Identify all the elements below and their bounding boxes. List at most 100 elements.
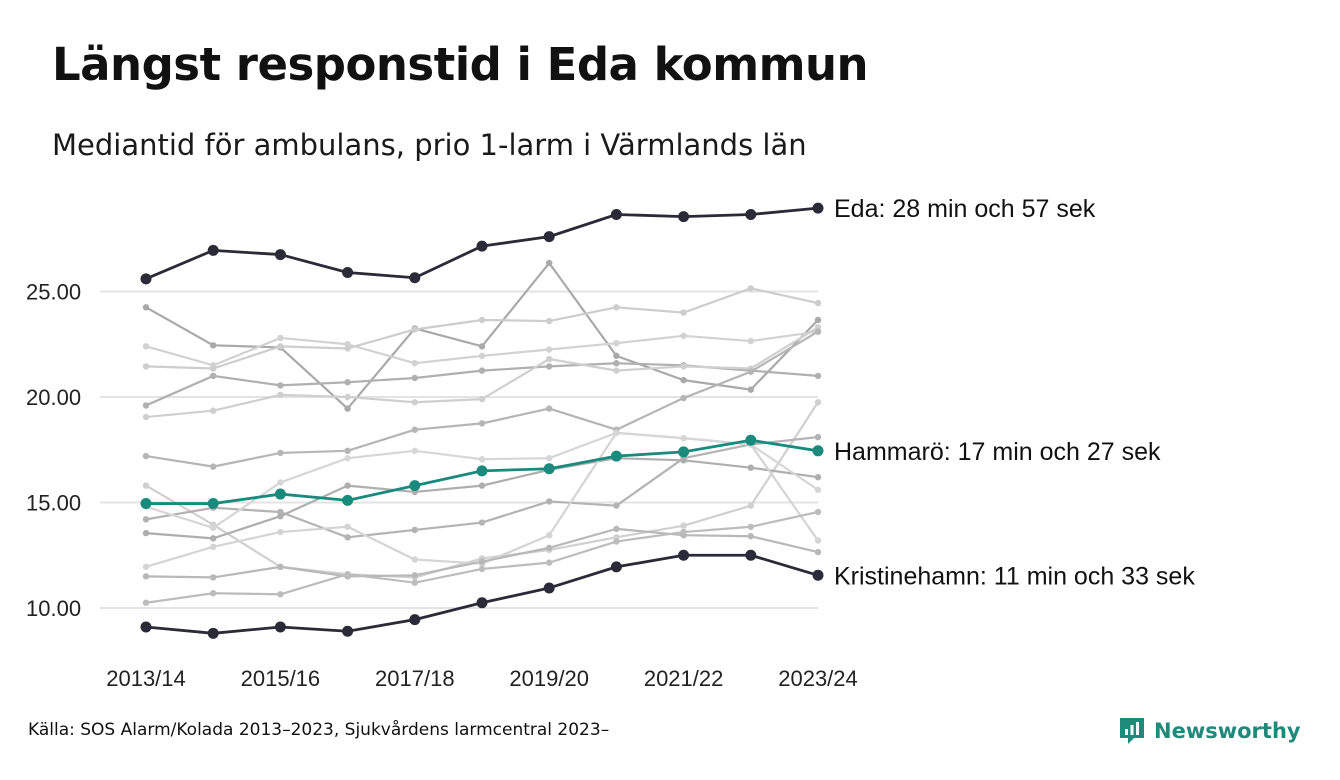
data-point (210, 342, 217, 349)
data-point (142, 343, 150, 350)
data-point (140, 273, 152, 285)
series-other (142, 285, 822, 372)
data-point (411, 326, 418, 333)
data-point (478, 395, 486, 403)
data-point (747, 368, 754, 375)
series-line (145, 261, 819, 410)
data-point (142, 529, 150, 537)
data-point (411, 374, 418, 382)
data-point (814, 328, 822, 335)
data-point (344, 534, 351, 541)
data-point (546, 355, 553, 363)
data-point (140, 621, 152, 633)
data-point (478, 482, 486, 489)
data-point (745, 549, 757, 561)
data-point (344, 405, 351, 412)
data-point (142, 573, 150, 580)
data-point (678, 446, 690, 458)
data-point (210, 590, 217, 597)
data-point (546, 559, 553, 566)
data-point (277, 391, 284, 399)
y-tick-label: 20.00 (26, 385, 81, 410)
data-point (613, 367, 620, 374)
chart-title: Längst responstid i Eda kommun (52, 38, 869, 91)
data-point (613, 352, 620, 360)
data-point (344, 345, 351, 352)
data-point (680, 394, 687, 402)
data-point (142, 563, 150, 571)
data-point (210, 535, 217, 542)
data-point (546, 532, 553, 539)
y-tick-label: 25.00 (26, 280, 81, 305)
data-point (543, 582, 555, 594)
data-point (546, 363, 553, 370)
y-tick-label: 15.00 (26, 491, 81, 516)
data-point (344, 523, 351, 530)
data-point (142, 452, 150, 460)
data-point (610, 450, 622, 462)
data-point (613, 360, 620, 367)
data-point (140, 498, 152, 510)
data-point (344, 482, 351, 489)
data-point (409, 614, 421, 626)
data-point (476, 465, 488, 477)
data-point (478, 456, 486, 463)
data-point (478, 565, 486, 573)
data-point (207, 498, 219, 510)
data-point (680, 376, 687, 384)
x-tick-label: 2019/20 (509, 666, 589, 691)
data-point (411, 572, 418, 579)
brand-logo[interactable]: Newsworthy (1118, 714, 1301, 748)
data-point (478, 352, 486, 360)
data-point (680, 434, 687, 442)
data-point (210, 543, 217, 551)
data-point (745, 208, 757, 220)
series-other (142, 508, 822, 606)
data-point (342, 625, 354, 637)
data-point (745, 434, 757, 446)
data-point (277, 528, 284, 536)
data-point (747, 337, 754, 345)
data-point (610, 561, 622, 573)
x-tick-label: 2013/14 (106, 666, 186, 691)
data-point (411, 447, 418, 455)
data-point (747, 386, 754, 393)
data-point (409, 272, 421, 284)
chart-subtitle: Mediantid för ambulans, prio 1-larm i Vä… (52, 128, 807, 162)
highlighted-lines (140, 202, 824, 639)
data-point (546, 405, 553, 412)
data-point (812, 445, 824, 457)
data-point (814, 299, 822, 307)
data-point (747, 523, 754, 530)
data-point (210, 524, 217, 532)
y-axis-tick-labels: 10.00 15.00 20.00 25.00 (26, 280, 81, 622)
data-point (274, 621, 286, 633)
data-point (546, 544, 553, 552)
data-point (478, 316, 486, 324)
data-point (277, 382, 284, 389)
data-point (680, 522, 687, 529)
data-point (411, 526, 418, 534)
series-line (145, 401, 819, 579)
data-point (207, 627, 219, 639)
data-point (814, 316, 822, 324)
newsworthy-logo-icon (1120, 718, 1144, 744)
data-point (613, 525, 620, 533)
series-other (142, 525, 822, 581)
data-point (476, 597, 488, 609)
data-point (409, 480, 421, 492)
data-point (678, 211, 690, 223)
data-point (277, 513, 284, 520)
series-eda (140, 202, 824, 285)
series-label-kristinehamn: Kristinehamn: 11 min och 33 sek (834, 562, 1195, 590)
data-point (543, 463, 555, 475)
series-label-eda: Eda: 28 min och 57 sek (834, 195, 1096, 223)
data-point (342, 494, 354, 506)
data-point (680, 457, 687, 464)
series-kristinehamn (140, 549, 824, 639)
data-point (277, 449, 284, 457)
data-point (344, 379, 351, 386)
data-point (680, 528, 687, 536)
data-point (142, 599, 150, 606)
data-point (210, 365, 217, 372)
